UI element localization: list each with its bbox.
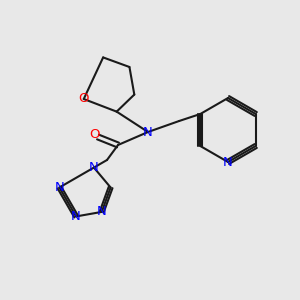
Text: N: N [55, 181, 64, 194]
Text: O: O [89, 128, 99, 142]
Text: N: N [97, 206, 106, 218]
Text: O: O [79, 92, 89, 106]
Text: N: N [89, 161, 99, 174]
Text: N: N [71, 210, 81, 223]
Text: N: N [143, 125, 153, 139]
Text: N: N [223, 155, 233, 169]
